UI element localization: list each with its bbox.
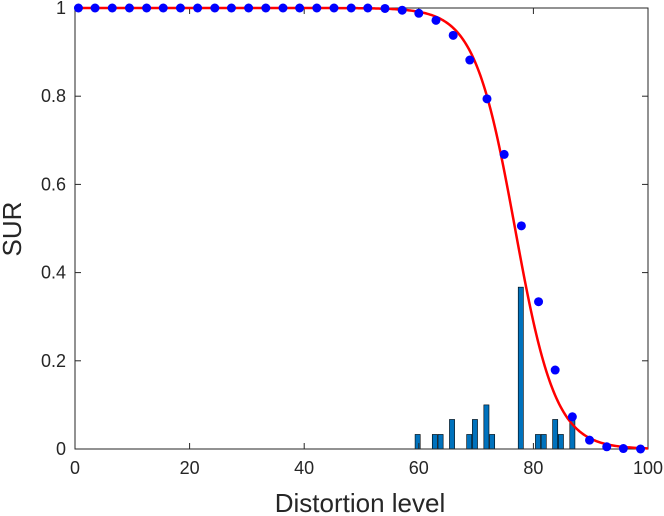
data-point [585,435,595,445]
histogram-bar [466,434,473,450]
data-point [107,3,117,13]
x-tick-label: 100 [633,458,663,478]
data-point [142,3,152,13]
data-point [482,94,492,104]
histogram-bar [535,434,541,450]
histogram-bar [483,404,490,450]
data-point [499,149,509,159]
histogram-bar [517,286,524,450]
histogram-bar [552,419,559,450]
data-point [261,3,271,13]
data-point [431,15,441,25]
histogram-bar [414,434,421,450]
histogram-bar [489,434,496,450]
data-point [380,3,390,13]
x-tick-label: 60 [409,458,429,478]
data-point [158,3,168,13]
data-point [193,3,203,13]
data-point [567,412,577,422]
data-point [73,3,83,13]
fit-curve-layer [75,6,649,450]
data-point [414,8,424,18]
data-point [226,3,236,13]
data-point [550,365,560,375]
x-tick-label: 20 [180,458,200,478]
data-point [534,297,544,307]
histogram-bar [558,434,564,450]
histogram-bar [472,419,478,450]
data-point [363,3,373,13]
y-tick-label: 0.6 [41,174,66,194]
histogram-bar [431,434,438,450]
fit-curve [75,6,649,450]
data-point [312,3,322,13]
data-point [465,55,475,65]
data-point [295,3,305,13]
y-tick-label: 1 [56,0,66,18]
data-point [278,3,288,13]
data-point [448,30,458,40]
data-point [175,3,185,13]
data-point [602,442,612,452]
y-tick-label: 0.4 [41,263,66,283]
data-point [397,5,407,15]
data-points [73,3,646,454]
x-tick-label: 80 [523,458,543,478]
data-point [124,3,134,13]
x-axis-label: Distortion level [275,488,446,516]
y-axis-label: SUR [0,202,27,257]
tick-labels: 0 20 40 60 80 100 0 0.2 0.4 0.6 0.8 1 [41,0,663,478]
data-point [210,3,220,13]
data-point [90,3,100,13]
data-point [618,444,628,454]
data-point [636,444,646,454]
histogram-bar [540,434,547,450]
data-point [244,3,254,13]
x-tick-label: 0 [70,458,80,478]
histogram-bar [449,419,455,450]
y-tick-label: 0 [56,439,66,459]
y-tick-label: 0.8 [41,86,66,106]
data-point [329,3,339,13]
data-point [346,3,356,13]
data-point [516,221,526,231]
y-tick-label: 0.2 [41,351,66,371]
x-tick-label: 40 [294,458,314,478]
histogram-bar [437,434,444,450]
